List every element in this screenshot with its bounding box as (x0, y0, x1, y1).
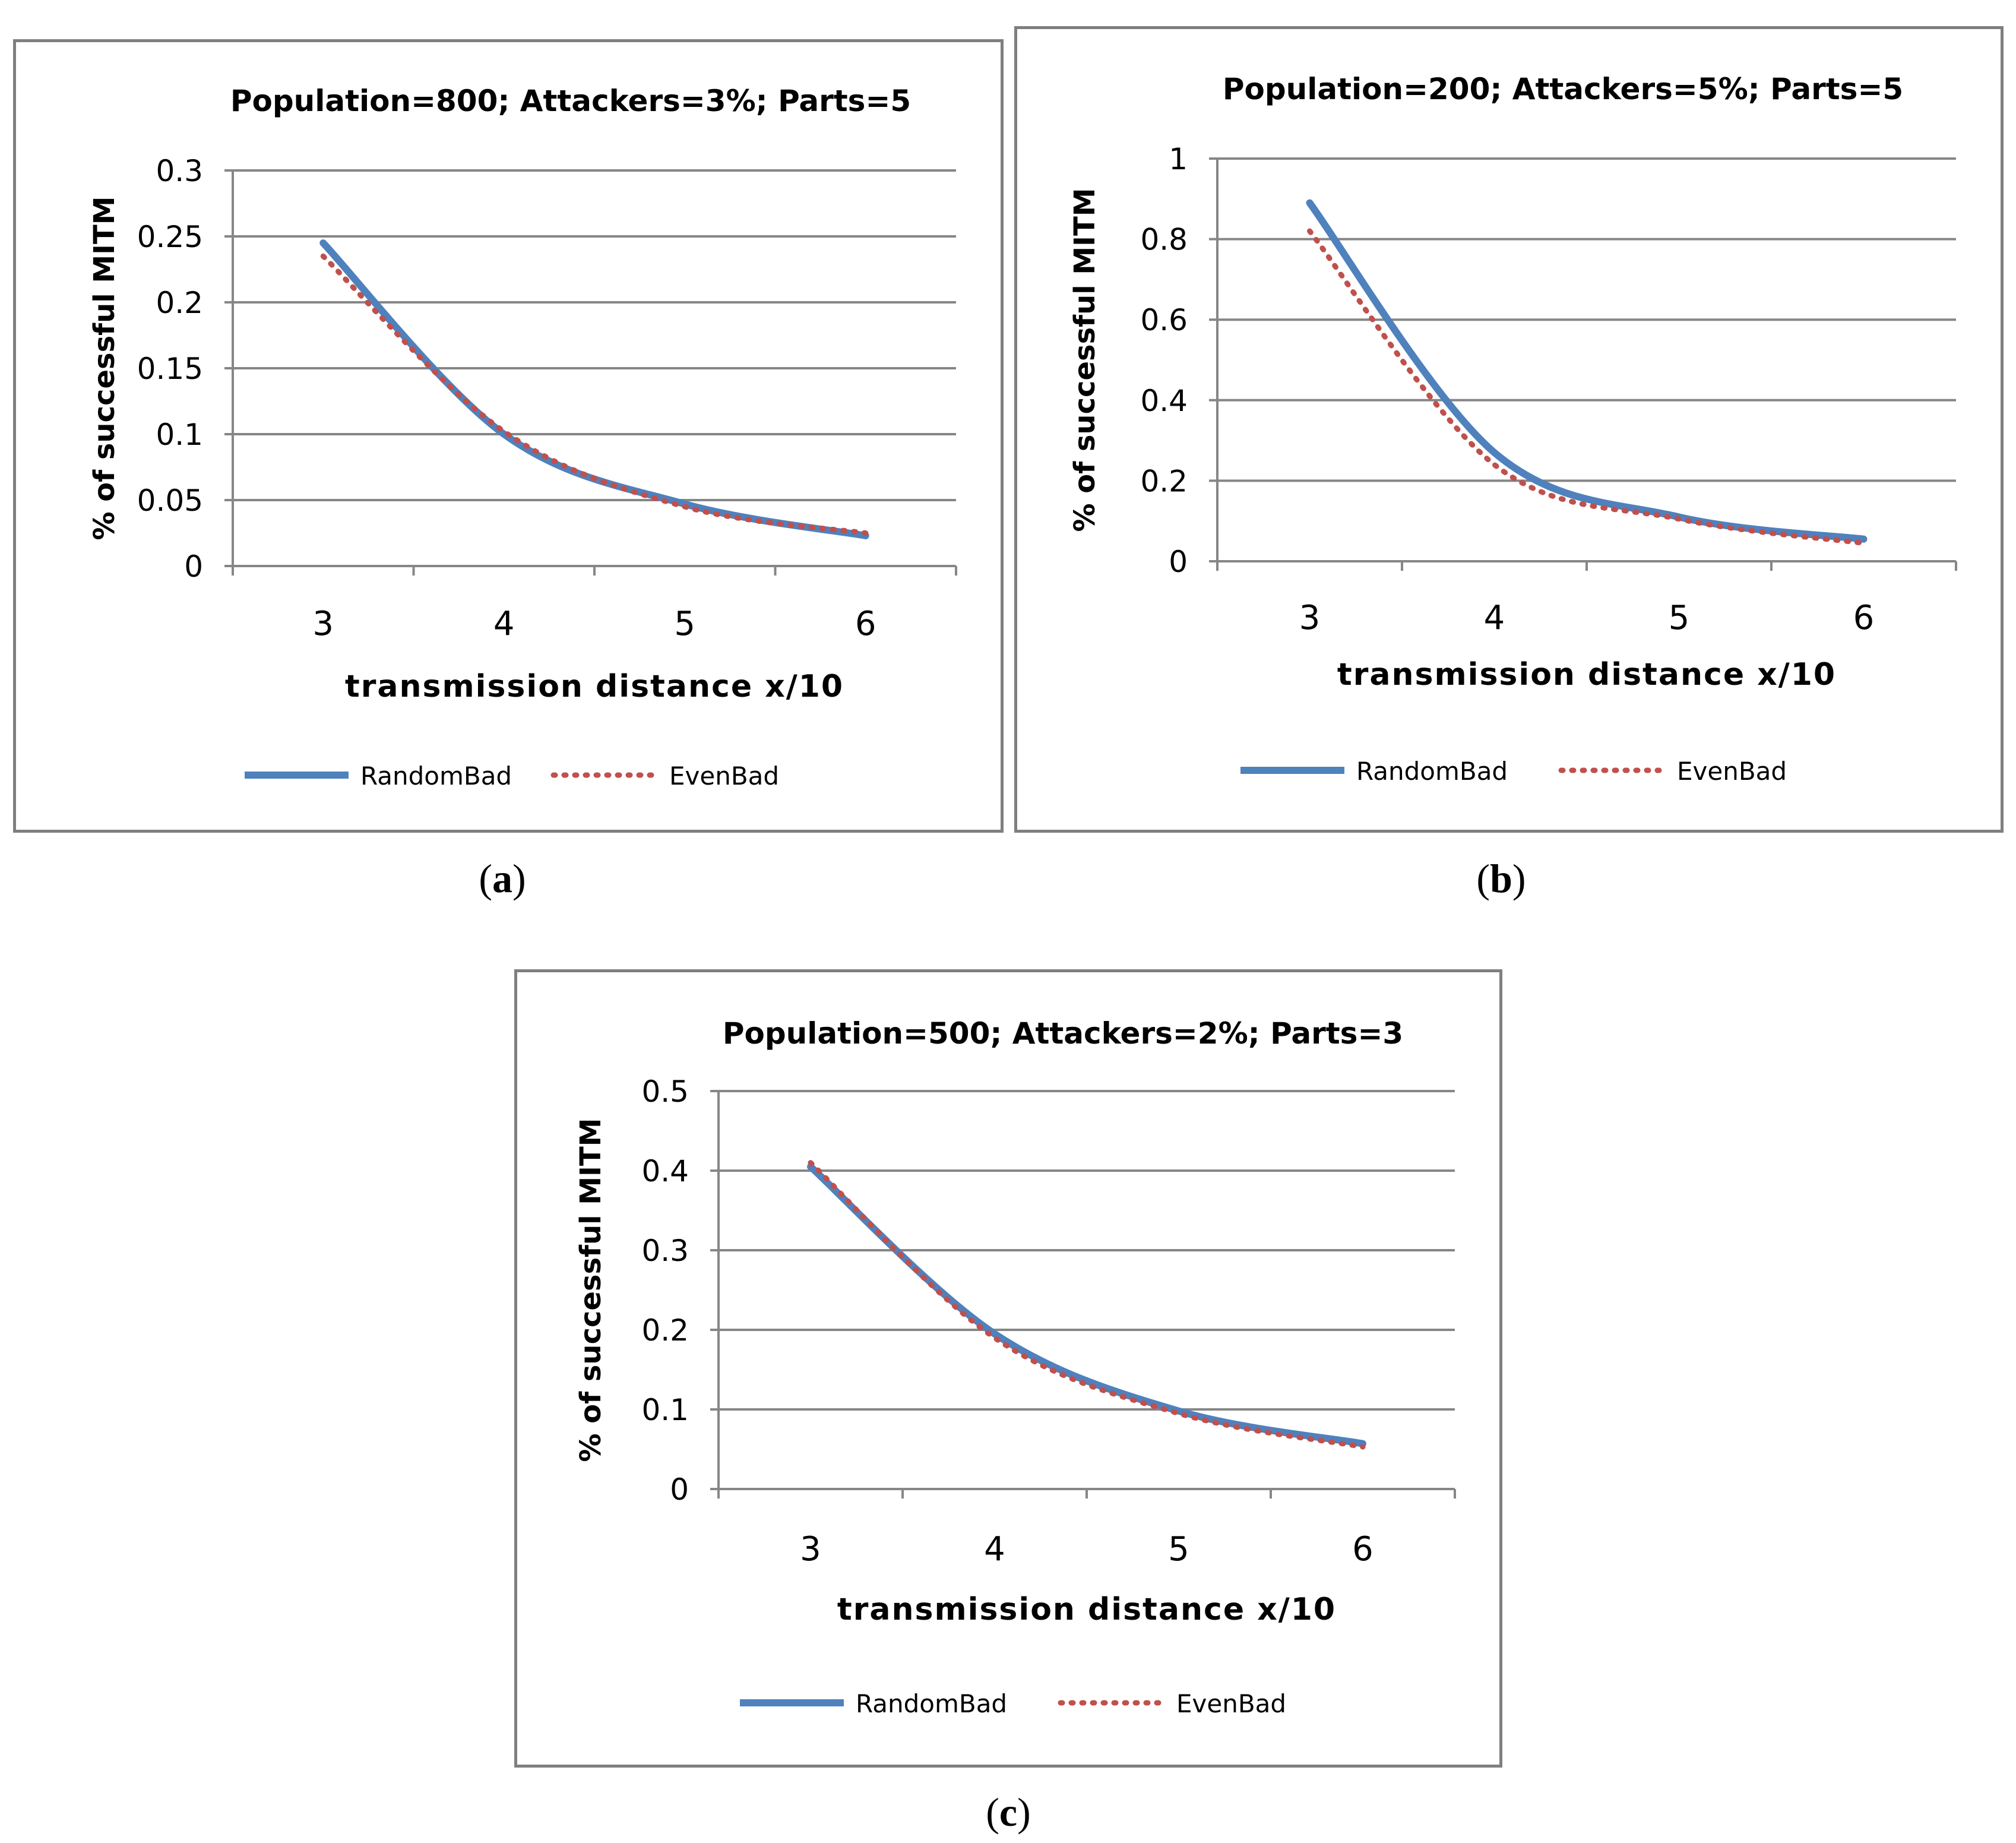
series-line-randombad (319, 239, 869, 539)
y-axis-label: % of successful MITM (88, 196, 121, 540)
x-tick-label: 4 (984, 1530, 1005, 1569)
legend-label-randombad: RandomBad (360, 761, 512, 791)
y-tick-label: 0.2 (641, 1313, 689, 1348)
x-tick-label: 5 (674, 605, 695, 643)
chart-panel-b: Population=200; Attackers=5%; Parts=5 0 0.… (1014, 26, 2004, 833)
y-tick-label: 0.15 (137, 352, 203, 386)
y-axis-label: % of successful MITM (1068, 188, 1102, 532)
x-axis-label: transmission distance x/10 (1337, 657, 1836, 693)
x-tick-label: 3 (312, 605, 334, 643)
y-tick-label: 0.4 (641, 1154, 689, 1188)
legend-label-evenbad: EvenBad (1677, 757, 1787, 786)
y-tick-label: 0.3 (641, 1234, 689, 1268)
x-axis-label: transmission distance x/10 (837, 1592, 1336, 1627)
chart-title: Population=200; Attackers=5%; Parts=5 (1223, 72, 1903, 106)
caption-a: (a) (479, 856, 526, 901)
y-tick-label: 0.5 (641, 1074, 689, 1109)
legend-label-evenbad: EvenBad (669, 761, 779, 791)
y-tick-label: 0 (184, 549, 203, 584)
x-tick-label: 6 (1352, 1530, 1373, 1569)
y-tick-label: 0.2 (1140, 464, 1188, 498)
y-tick-label: 0 (1169, 545, 1188, 579)
series-line-evenbad (320, 253, 869, 536)
legend-label-randombad: RandomBad (1356, 757, 1508, 786)
y-tick-label: 0.05 (137, 483, 203, 518)
x-tick-label: 3 (1299, 599, 1321, 637)
caption-b: (b) (1476, 856, 1526, 901)
y-tick-label: 0.25 (137, 220, 203, 254)
caption-c: (c) (986, 1790, 1031, 1835)
y-tick-label: 0.3 (156, 154, 203, 188)
x-tick-label: 3 (800, 1530, 821, 1569)
y-tick-label: 0.8 (1140, 223, 1188, 257)
x-tick-label: 5 (1669, 599, 1690, 637)
x-tick-label: 4 (493, 605, 515, 643)
x-tick-label: 5 (1168, 1530, 1189, 1569)
chart-panel-a: Population=800; Attackers=3%; Parts=5 0 0.… (13, 39, 1004, 833)
chart-panel-c: Population=500; Attackers=2%; Parts=3 0 0.… (514, 969, 1502, 1768)
legend-label-randombad: RandomBad (856, 1689, 1007, 1718)
series-line-evenbad (808, 1160, 1366, 1450)
series-line-evenbad (1307, 228, 1866, 546)
chart-b: Population=200; Attackers=5%; Parts=5 0 0.… (1068, 72, 1957, 786)
chart-title: Population=800; Attackers=3%; Parts=5 (230, 84, 911, 118)
y-tick-label: 0.2 (156, 286, 203, 320)
y-tick-label: 0.6 (1140, 303, 1188, 337)
x-tick-label: 6 (855, 605, 876, 643)
series-line-randombad (807, 1163, 1366, 1447)
chart-title: Population=500; Attackers=2%; Parts=3 (723, 1016, 1403, 1051)
series-line-randombad (1306, 199, 1868, 543)
y-axis-label: % of successful MITM (574, 1118, 607, 1462)
x-tick-label: 4 (1484, 599, 1505, 637)
y-tick-label: 0.1 (156, 418, 203, 452)
x-axis-label: transmission distance x/10 (345, 669, 844, 704)
y-tick-label: 0 (670, 1472, 689, 1507)
y-tick-label: 0.4 (1140, 384, 1188, 418)
y-tick-label: 1 (1169, 142, 1188, 176)
chart-a: Population=800; Attackers=3%; Parts=5 0 0.… (88, 84, 957, 791)
legend-label-evenbad: EvenBad (1176, 1689, 1286, 1718)
x-tick-label: 6 (1853, 599, 1875, 637)
y-tick-label: 0.1 (641, 1393, 689, 1427)
chart-c: Population=500; Attackers=2%; Parts=3 0 0.… (574, 1016, 1456, 1718)
